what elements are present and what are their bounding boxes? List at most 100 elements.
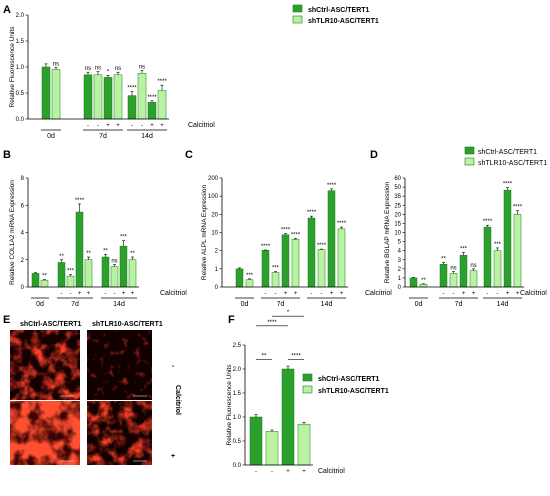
y-axis-label: Relative BGLAP mRNA Expression [384, 181, 391, 283]
calcitriol-label: Calcitriol [365, 290, 392, 297]
significance-label: ns [115, 66, 121, 72]
bar [469, 270, 478, 288]
calcitriol-label: Calcitriol [188, 122, 215, 129]
significance-label: *** [67, 269, 75, 275]
bar [483, 226, 492, 288]
y-tick-label: 0 [398, 285, 402, 291]
bar [83, 74, 93, 120]
y-tick-label: 10 [211, 231, 218, 237]
bar [110, 266, 119, 288]
y-tick-label: 2.5 [233, 343, 242, 349]
y-tick-label: 100 [208, 194, 219, 200]
legend-f-label-shctrl: shCtrl-ASC/TERT1 [318, 376, 380, 383]
significance-label: ns [95, 66, 101, 72]
significance-label: ** [421, 278, 426, 284]
significance-label: **** [127, 85, 137, 91]
y-tick-label: 20 [394, 212, 401, 218]
calcitriol-sign: - [97, 123, 99, 129]
micrograph-ctrl-plus [10, 401, 80, 465]
bar [245, 279, 254, 288]
bar [459, 254, 468, 288]
calcitriol-sign: + [286, 469, 290, 475]
y-tick-label: 2 [21, 258, 25, 264]
calcitriol-sign: + [131, 291, 135, 297]
significance-label: *** [460, 246, 468, 252]
calcitriol-sign: + [294, 291, 298, 297]
calcitriol-sign: - [87, 123, 89, 129]
chart-panel-f: F 0.0 0.5 1.0 1.5 2.0 2.5 Relative Fluorescence… [226, 310, 345, 475]
group-label: 7d [71, 301, 79, 308]
micro-col-label-shctrl: shCtrl-ASC/TERT1 [20, 321, 82, 328]
y-tick-label: 0.0 [16, 117, 25, 123]
significance-label: **** [483, 219, 493, 225]
bar [51, 69, 61, 120]
y-tick-label: 1.0 [233, 415, 242, 421]
group-label: 7d [99, 133, 107, 140]
calcitriol-label: Calcitriol [160, 290, 187, 297]
bar [66, 275, 75, 288]
y-tick-label: 0.5 [16, 91, 25, 97]
calcitriol-sign: - [105, 291, 107, 297]
y-tick-label: 2.0 [16, 13, 25, 19]
legend-swatch-shctrl [292, 4, 303, 13]
significance-label: *** [272, 266, 280, 272]
bar [419, 284, 428, 288]
bar [337, 228, 346, 288]
significance-label: * [107, 69, 110, 75]
bar [103, 77, 113, 120]
legend-f-label-shtlr10: shTLR10-ASC/TERT1 [318, 388, 389, 395]
significance-label: ns [470, 263, 476, 269]
legend-d-swatch-shctrl [464, 146, 475, 155]
y-tick-label: 60 [394, 176, 401, 182]
bar [137, 72, 147, 120]
significance-label: **** [307, 210, 317, 216]
y-axis-label: Relative ALPL mRNA Expression [201, 185, 208, 281]
micro-col-label-shtlr10: shTLR10-ASC/TERT1 [92, 321, 163, 328]
calcitriol-sign: - [497, 291, 499, 297]
y-tick-label: 3 [398, 258, 402, 264]
legend-label-shtlr10: shTLR10-ASC/TERT1 [308, 18, 379, 25]
micrograph-tlr10-minus [87, 330, 152, 400]
micrograph-tlr10-plus [87, 401, 152, 465]
bar [307, 217, 316, 288]
legend-swatch-shtlr10 [292, 15, 303, 24]
legend-d-label-shtlr10: shTLR10-ASC/TERT1 [478, 160, 547, 167]
significance-label: *** [246, 273, 254, 279]
significance-label: **** [337, 221, 347, 227]
group-label: 7d [277, 301, 285, 308]
group-label: 0d [415, 301, 423, 308]
y-axis-label: Relative Fluorescence Units [9, 26, 16, 108]
y-tick-label: 15 [394, 221, 401, 227]
y-tick-label: 0.0 [233, 463, 242, 469]
group-label: 0d [36, 301, 44, 308]
bar [40, 279, 49, 288]
calcitriol-sign: + [87, 291, 91, 297]
y-tick-label: 1 [215, 267, 219, 273]
calcitriol-sign: - [70, 291, 72, 297]
bar [57, 262, 66, 288]
legend-d-label-shctrl: shCtrl-ASC/TERT1 [478, 149, 537, 156]
y-tick-label: 4 [398, 249, 402, 255]
y-axis-label: Relative Fluorescence Units [226, 364, 233, 446]
calcitriol-sign: + [516, 291, 520, 297]
bar [265, 431, 279, 466]
calcitriol-sign: + [472, 291, 476, 297]
legend-label-shctrl: shCtrl-ASC/TERT1 [308, 7, 370, 14]
panel-e: E shCtrl-ASC/TERT1 shTLR10-ASC/TERT1 - +… [3, 314, 181, 465]
y-tick-label: 0 [21, 285, 25, 291]
panel-label: D [370, 149, 378, 161]
significance-label: ns [85, 66, 91, 72]
significance-label: ** [103, 248, 108, 254]
y-tick-label: 4 [21, 231, 25, 237]
group-label: 0d [241, 301, 249, 308]
bar [31, 273, 40, 288]
significance-label: ** [42, 274, 47, 280]
calcitriol-label: Calcitriol [318, 468, 345, 475]
bar [93, 74, 103, 120]
y-tick-label: 1 [398, 276, 402, 282]
group-label: 14d [113, 301, 125, 308]
calcitriol-sign: - [255, 469, 257, 475]
